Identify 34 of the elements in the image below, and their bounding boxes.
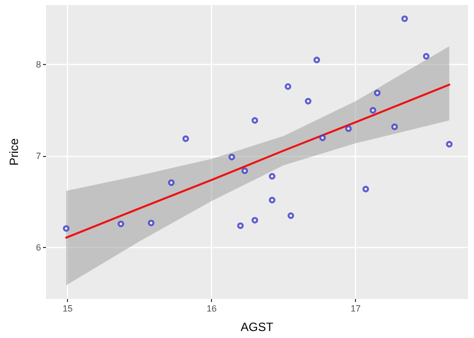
point	[168, 179, 175, 186]
y-axis-title: Price	[7, 138, 21, 166]
point	[237, 222, 244, 229]
point	[319, 134, 326, 142]
point	[284, 83, 292, 90]
point	[118, 220, 124, 228]
point	[288, 212, 294, 219]
point	[148, 220, 154, 226]
point	[345, 125, 352, 132]
point	[314, 56, 320, 64]
point	[370, 107, 376, 114]
point	[374, 90, 381, 96]
x-tick-label: 15	[62, 304, 73, 314]
point	[362, 186, 369, 192]
point	[446, 140, 453, 148]
point	[268, 173, 276, 180]
point	[182, 135, 189, 142]
point	[252, 117, 258, 124]
point	[401, 15, 408, 22]
point	[391, 124, 398, 130]
point	[422, 53, 430, 60]
point	[242, 168, 248, 174]
point	[304, 98, 312, 104]
line-series	[65, 84, 450, 239]
x-tick-label: 17	[350, 304, 361, 314]
y-tick-label: 7	[36, 151, 41, 162]
point	[252, 216, 258, 224]
point	[268, 196, 276, 204]
y-tick-label: 6	[36, 242, 41, 253]
y-tick-label: 8	[36, 60, 41, 70]
x-tick-label: 16	[206, 304, 217, 314]
x-axis-title: AGST	[240, 320, 274, 334]
point	[62, 225, 70, 232]
point	[228, 154, 236, 160]
